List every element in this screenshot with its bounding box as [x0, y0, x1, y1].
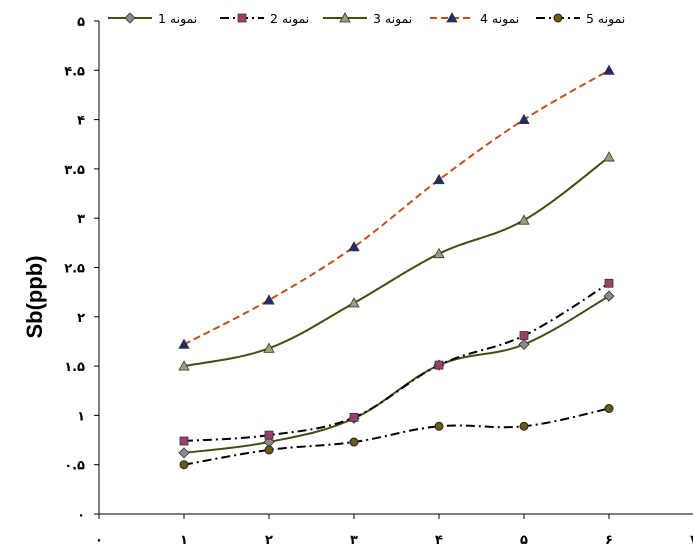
- data-point: [178, 447, 190, 459]
- legend-marker: [446, 12, 458, 23]
- legend-marker: [339, 12, 351, 23]
- y-tick-label: ۰.۵: [64, 459, 85, 474]
- data-point: [604, 403, 614, 413]
- y-tick-label: ۵: [77, 15, 85, 30]
- data-point: [263, 294, 275, 305]
- data-point: [519, 421, 529, 431]
- series-line: [183, 295, 610, 454]
- data-point: [518, 113, 530, 124]
- data-point: [518, 214, 530, 225]
- data-point: [179, 436, 189, 446]
- legend-marker: [124, 12, 136, 24]
- data-point: [434, 360, 444, 370]
- legend: نمونه 1 نمونه 2 نمونه 3 نمونه 4 نمونه 5: [108, 11, 625, 27]
- data-point: [348, 297, 360, 308]
- series-2: [179, 278, 614, 446]
- data-point: [518, 338, 530, 350]
- legend-item-3: نمونه 3: [323, 11, 412, 27]
- data-point: [348, 240, 360, 252]
- x-tick-label: ۳: [350, 533, 358, 548]
- axes: [94, 20, 693, 519]
- data-point: [349, 437, 359, 447]
- data-point: [519, 331, 529, 340]
- legend-label: نمونه 5: [586, 11, 625, 27]
- y-tick-label: ۲: [77, 311, 85, 326]
- legend-label: نمونه 3: [373, 11, 412, 27]
- data-point: [179, 460, 189, 470]
- data-point: [603, 64, 615, 75]
- data-point: [264, 445, 274, 455]
- series-line: [183, 407, 610, 466]
- series-line: [183, 156, 610, 368]
- series-4: [178, 64, 615, 349]
- data-point: [603, 290, 615, 302]
- x-tick-label: ۶: [605, 533, 613, 548]
- series-line: [183, 69, 610, 346]
- y-tick-label: ۴.۵: [64, 64, 85, 79]
- data-point: [603, 151, 615, 162]
- y-tick-label: ۱: [77, 409, 85, 424]
- x-tick-label: ۰: [95, 533, 103, 548]
- y-tick-label: ۱.۵: [64, 360, 85, 375]
- data-point: [604, 278, 614, 288]
- legend-marker: [553, 13, 563, 23]
- data-point: [349, 412, 359, 422]
- legend-item-4: نمونه 4: [430, 11, 519, 27]
- tick-labels: ۰ ۰.۵ ۱ ۱.۵ ۲ ۲.۵ ۳ ۳.۵ ۴ ۴.۵ ۵ ۰ ۱ ۲ ۳ ۴ ۵ ۶ ۷: [64, 15, 693, 548]
- legend-item-5: نمونه 5: [536, 11, 625, 27]
- data-point: [433, 173, 445, 185]
- x-tick-label: ۷: [690, 533, 693, 548]
- y-axis-label: Sb(ppb): [22, 255, 47, 338]
- series-line: [183, 282, 610, 443]
- x-tick-label: ۴: [435, 533, 443, 548]
- x-tick-label: ۱: [180, 533, 188, 548]
- y-tick-label: ۰: [77, 508, 85, 523]
- x-tick-label: ۵: [520, 533, 528, 548]
- y-tick-label: ۲.۵: [64, 262, 85, 277]
- y-tick-label: ۴: [77, 114, 85, 129]
- legend-label: نمونه 4: [480, 11, 519, 27]
- y-tick-label: ۳: [77, 212, 85, 227]
- legend-label: نمونه 1: [158, 11, 197, 27]
- legend-label: نمونه 2: [270, 11, 309, 27]
- data-point: [434, 421, 444, 431]
- data-point: [433, 247, 445, 259]
- data-point: [178, 338, 190, 349]
- legend-marker: [237, 13, 247, 23]
- legend-item-2: نمونه 2: [220, 11, 309, 27]
- y-tick-label: ۳.۵: [64, 163, 85, 178]
- data-point: [178, 360, 190, 371]
- series-3: [178, 151, 615, 371]
- legend-item-1: نمونه 1: [108, 11, 197, 27]
- data-point: [263, 342, 275, 353]
- x-tick-label: ۲: [265, 533, 273, 548]
- data-point: [264, 430, 274, 440]
- series-5: [179, 403, 614, 470]
- series-layer: [178, 64, 615, 470]
